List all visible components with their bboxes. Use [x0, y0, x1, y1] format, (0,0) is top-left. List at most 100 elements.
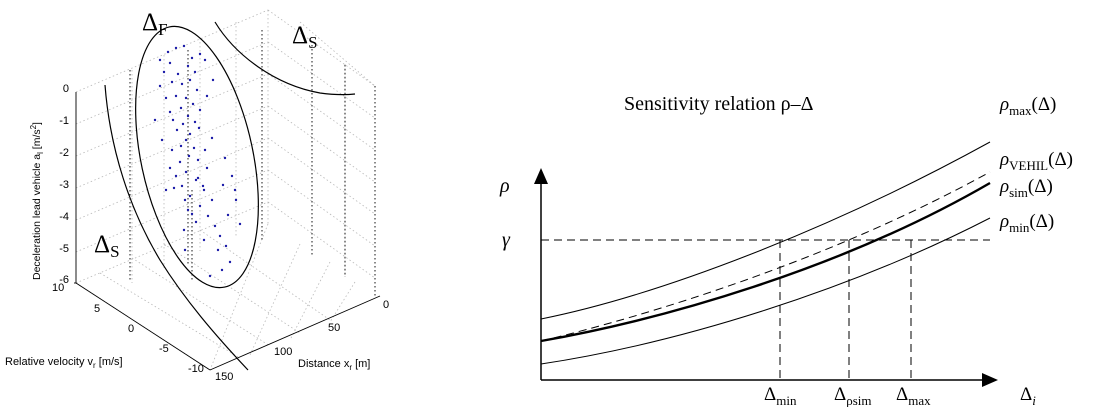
scatter-point	[188, 78, 192, 82]
z-tick-label: 0	[63, 83, 69, 95]
scatter-points	[153, 44, 242, 278]
scatter-point	[221, 183, 225, 187]
scatter-point	[230, 174, 234, 178]
z-tick-label: -2	[59, 147, 69, 159]
scatter-point	[196, 176, 200, 180]
scatter-point	[202, 238, 206, 242]
z-tick-label: -6	[59, 274, 69, 286]
scatter-point	[172, 186, 176, 190]
scatter-point	[224, 244, 228, 248]
delta-max-label: Δmax	[896, 384, 931, 407]
scatter-point	[194, 178, 198, 182]
y-axis-label: ρ	[499, 175, 510, 197]
scatter-point	[186, 64, 190, 68]
delta-s-left-label: ΔS	[94, 231, 120, 261]
left-plot-axes	[74, 92, 381, 371]
x-axis-ticks: 0 50 100 150	[215, 299, 389, 383]
scatter-point	[181, 122, 185, 126]
rho-min-label: ρmin(Δ)	[999, 211, 1054, 235]
vr-tick-label: 10	[52, 282, 64, 294]
x-tick-label: 150	[215, 371, 233, 383]
scatter-point	[205, 166, 209, 170]
back-wall-grid	[75, 9, 376, 371]
vr-tick-label: 5	[94, 303, 100, 315]
scatter-point	[183, 248, 187, 252]
chart-title: Sensitivity relation ρ–Δ	[624, 93, 814, 115]
scatter-point	[198, 52, 202, 56]
rho-vehil-label: ρVEHIL(Δ)	[999, 149, 1073, 173]
front-drop-lines	[129, 30, 376, 298]
scatter-point	[188, 194, 192, 198]
z-tick-label: -4	[59, 211, 69, 223]
scatter-point	[171, 118, 175, 122]
rho-vehil-curve	[540, 171, 991, 342]
scatter-point	[179, 144, 183, 148]
scatter-point	[176, 72, 180, 76]
scatter-point	[201, 184, 205, 188]
scatter-point	[182, 44, 186, 48]
scatter-point	[178, 160, 182, 164]
scatter-point	[191, 102, 195, 106]
scatter-point	[170, 80, 174, 84]
scatter-point	[226, 213, 230, 217]
scatter-point	[203, 148, 207, 152]
y-axis-arrow	[534, 168, 548, 184]
scatter-point	[162, 70, 166, 74]
rho-max-curve	[540, 141, 991, 320]
scatter-point	[184, 170, 188, 174]
scatter-point	[218, 234, 222, 238]
scatter-point	[174, 46, 178, 50]
delta-rhosim-label: Δρsim	[834, 384, 872, 407]
scatter-point	[216, 248, 220, 252]
scatter-point	[158, 58, 162, 62]
scatter-point	[206, 214, 210, 218]
right-sensitivity-plot: Sensitivity relation ρ–Δ ρ Δi γ ρmax(Δ) …	[499, 93, 1073, 407]
delta-f-ellipse	[135, 25, 259, 289]
vr-tick-label: -10	[188, 363, 204, 375]
scatter-point	[211, 78, 215, 82]
scatter-point	[158, 84, 162, 88]
scatter-point	[193, 70, 197, 74]
scatter-point	[234, 198, 238, 202]
delta-s-top-boundary	[214, 21, 356, 96]
scatter-point	[213, 224, 217, 228]
scatter-point	[196, 158, 200, 162]
scatter-point	[190, 212, 194, 216]
scatter-point	[194, 220, 198, 224]
scatter-point	[166, 50, 170, 54]
rho-sim-label: ρsim(Δ)	[999, 176, 1053, 200]
scatter-point	[182, 228, 186, 232]
scatter-point	[193, 120, 197, 124]
scatter-point	[186, 114, 190, 118]
scatter-point	[160, 138, 164, 142]
delta-min-label: Δmin	[764, 384, 797, 407]
scatter-point	[210, 198, 214, 202]
scatter-point	[170, 148, 174, 152]
x-tick-label: 50	[328, 322, 340, 334]
scatter-point	[220, 268, 224, 272]
scatter-point	[202, 188, 206, 192]
scatter-point	[174, 94, 178, 98]
scatter-point	[205, 94, 209, 98]
vr-tick-label: -5	[159, 343, 169, 355]
scatter-point	[203, 58, 207, 62]
scatter-point	[198, 108, 202, 112]
delta-s-left-boundary	[104, 84, 249, 371]
rho-sim-curve	[540, 181, 991, 343]
scatter-point	[238, 222, 242, 226]
scatter-point	[179, 106, 183, 110]
delta-s-top-label: ΔS	[292, 22, 318, 52]
scatter-point	[180, 184, 184, 188]
scatter-point	[184, 138, 188, 142]
scatter-point	[175, 128, 179, 132]
left-3d-plot: ΔF ΔS ΔS 0 -1 -2 -3 -4 -5 -6 Deceleratio…	[5, 9, 389, 383]
scatter-point	[168, 166, 172, 170]
scatter-point	[184, 96, 188, 100]
scatter-point	[168, 61, 172, 65]
x-axis-label: Δi	[1020, 384, 1036, 407]
z-axis-label: Deceleration lead vehicle al [m/s2]	[29, 122, 45, 280]
delta-f-label: ΔF	[142, 9, 168, 39]
scatter-point	[187, 154, 191, 158]
scatter-point	[188, 132, 192, 136]
scatter-point	[210, 136, 214, 140]
